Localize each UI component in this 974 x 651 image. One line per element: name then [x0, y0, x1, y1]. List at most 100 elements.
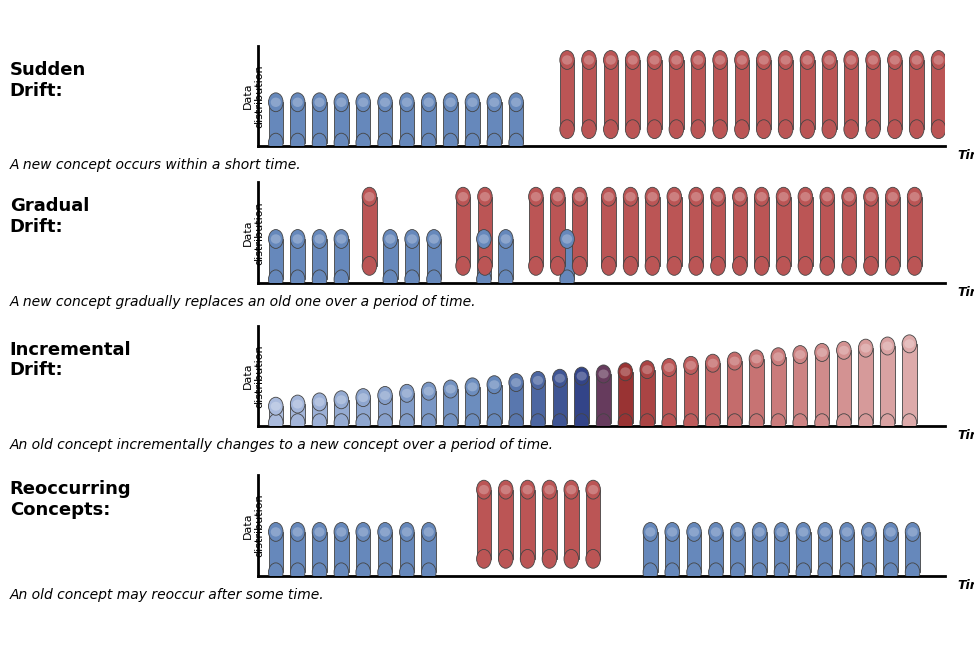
Bar — [456, 197, 470, 266]
Ellipse shape — [313, 393, 327, 411]
Ellipse shape — [776, 527, 787, 536]
Bar — [749, 359, 764, 422]
Bar — [818, 532, 833, 572]
Ellipse shape — [356, 523, 370, 542]
Bar — [550, 197, 565, 266]
Ellipse shape — [752, 563, 767, 582]
Ellipse shape — [531, 414, 545, 432]
Ellipse shape — [399, 384, 414, 402]
Ellipse shape — [543, 549, 557, 568]
Bar — [399, 393, 414, 422]
Ellipse shape — [861, 344, 871, 353]
Ellipse shape — [588, 485, 598, 494]
Ellipse shape — [560, 270, 575, 289]
Ellipse shape — [315, 397, 324, 406]
Bar — [776, 197, 791, 266]
Ellipse shape — [820, 256, 835, 275]
Ellipse shape — [378, 93, 393, 112]
Ellipse shape — [581, 51, 596, 70]
Ellipse shape — [499, 480, 513, 499]
Text: Time: Time — [957, 286, 974, 299]
Ellipse shape — [550, 256, 565, 275]
Ellipse shape — [356, 133, 370, 152]
Ellipse shape — [445, 385, 456, 393]
Bar — [665, 532, 680, 572]
Bar — [564, 490, 579, 559]
Ellipse shape — [380, 98, 391, 107]
Ellipse shape — [858, 414, 873, 432]
Bar — [476, 490, 491, 559]
Bar — [529, 197, 543, 266]
Ellipse shape — [334, 523, 349, 542]
Ellipse shape — [383, 270, 397, 289]
Ellipse shape — [380, 527, 391, 536]
Ellipse shape — [684, 356, 698, 374]
Ellipse shape — [550, 187, 565, 206]
Ellipse shape — [713, 120, 728, 139]
Ellipse shape — [476, 230, 491, 249]
Ellipse shape — [422, 93, 436, 112]
Bar — [334, 102, 349, 143]
Bar — [883, 532, 898, 572]
Bar — [887, 60, 902, 129]
Bar — [820, 197, 835, 266]
Ellipse shape — [734, 120, 749, 139]
Bar — [910, 60, 924, 129]
Ellipse shape — [269, 397, 283, 415]
Ellipse shape — [755, 256, 768, 275]
Ellipse shape — [817, 348, 827, 357]
Ellipse shape — [443, 380, 458, 398]
Ellipse shape — [378, 523, 393, 542]
Ellipse shape — [271, 527, 281, 536]
Bar — [843, 60, 858, 129]
Ellipse shape — [573, 256, 587, 275]
Ellipse shape — [773, 352, 783, 361]
Ellipse shape — [560, 120, 575, 139]
Ellipse shape — [842, 187, 856, 206]
Ellipse shape — [405, 230, 420, 249]
Bar — [711, 197, 726, 266]
Ellipse shape — [840, 563, 854, 582]
Ellipse shape — [667, 187, 682, 206]
Bar — [798, 197, 812, 266]
Ellipse shape — [880, 414, 895, 432]
Bar — [422, 391, 436, 422]
Ellipse shape — [529, 187, 543, 206]
Ellipse shape — [422, 382, 436, 400]
Text: Time: Time — [957, 579, 974, 592]
Ellipse shape — [552, 414, 567, 432]
Ellipse shape — [269, 230, 283, 249]
Bar — [269, 102, 283, 143]
Ellipse shape — [315, 98, 324, 107]
Ellipse shape — [686, 361, 696, 370]
Ellipse shape — [866, 51, 880, 70]
Bar — [842, 197, 856, 266]
Ellipse shape — [292, 98, 303, 107]
Ellipse shape — [476, 480, 491, 499]
Ellipse shape — [665, 523, 680, 542]
Ellipse shape — [443, 414, 458, 432]
Bar — [931, 60, 946, 129]
Bar — [793, 355, 807, 422]
Bar — [543, 490, 557, 559]
Bar — [405, 239, 420, 279]
Ellipse shape — [501, 485, 510, 494]
Ellipse shape — [618, 414, 633, 432]
Ellipse shape — [858, 339, 873, 357]
Ellipse shape — [456, 187, 470, 206]
Ellipse shape — [889, 55, 900, 64]
Ellipse shape — [822, 51, 837, 70]
Ellipse shape — [604, 120, 618, 139]
Text: A new concept gradually replaces an old one over a period of time.: A new concept gradually replaces an old … — [10, 295, 476, 309]
Ellipse shape — [477, 187, 492, 206]
Bar — [623, 197, 638, 266]
Text: An old concept may reoccur after some time.: An old concept may reoccur after some ti… — [10, 588, 324, 602]
Bar — [858, 348, 873, 422]
Ellipse shape — [822, 120, 837, 139]
Ellipse shape — [866, 192, 876, 201]
Bar — [443, 389, 458, 422]
Ellipse shape — [736, 55, 747, 64]
Ellipse shape — [356, 414, 370, 432]
Bar — [880, 346, 895, 422]
Bar — [487, 385, 502, 422]
